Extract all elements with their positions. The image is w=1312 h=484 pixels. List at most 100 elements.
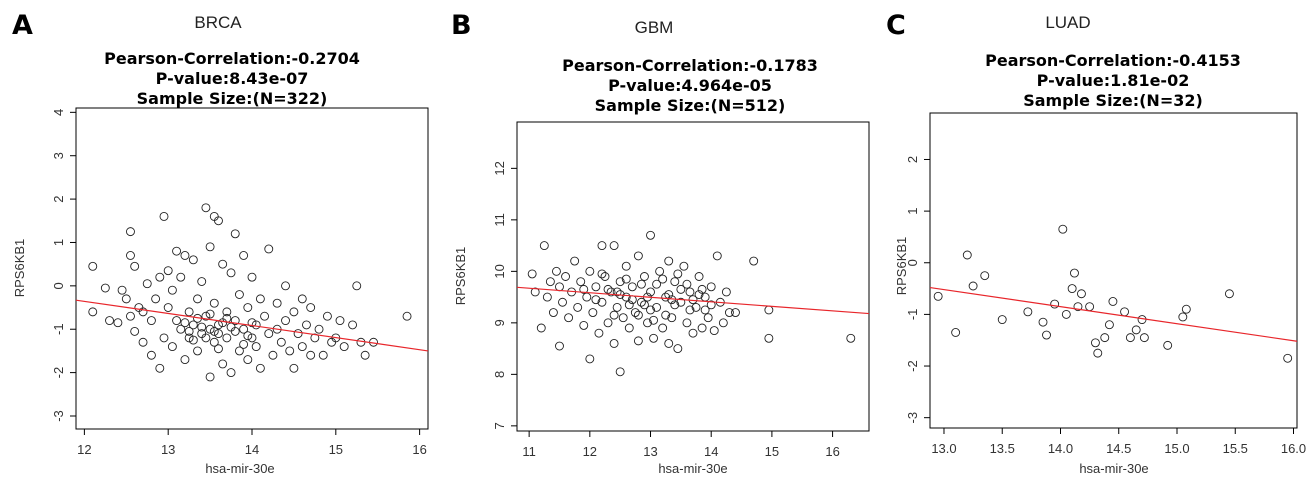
title-line-3: Sample Size:(N=32) [1023,91,1203,110]
panel-letter: B [451,10,472,41]
data-point [247,333,257,343]
data-point [694,272,704,281]
data-points [527,230,856,377]
data-point [142,279,152,289]
y-tick-label: -1 [51,323,66,335]
data-point [618,313,628,323]
data-point [88,261,98,271]
data-point [658,274,668,284]
title-line-1: Pearson-Correlation:-0.1783 [562,56,818,75]
data-point [255,294,265,304]
data-point [209,298,219,308]
y-tick-label: 1 [905,207,920,214]
data-point [352,281,362,291]
data-point [670,277,680,287]
data-point [591,282,601,292]
data-point [570,256,580,266]
data-point [597,269,607,279]
data-point [636,279,646,289]
data-point [679,261,689,271]
scatter-chart-c: C LUAD Pearson-Correlation:-0.4153 P-val… [886,10,1306,476]
axis-ticks: 11 12 13 14 15 16 7 8 9 10 11 12 [492,161,840,459]
data-point [1283,353,1293,363]
data-point [609,241,619,251]
data-point [1042,330,1051,340]
y-tick-label: 1 [51,239,66,246]
data-point [606,287,616,297]
plot-frame [929,112,1298,429]
data-point [980,271,990,281]
data-point [293,329,303,339]
x-tick-label: 12 [77,442,91,457]
data-point [105,316,114,326]
data-point [585,266,595,276]
y-tick-label: 9 [492,319,507,326]
data-point [247,272,257,282]
data-point [126,251,135,260]
data-point [188,320,198,330]
x-tick-label: 13.0 [931,441,956,456]
panel-c-luad: C LUAD Pearson-Correlation:-0.4153 P-val… [874,0,1312,484]
data-point [205,309,215,319]
data-point [188,335,198,345]
data-point [582,292,592,302]
data-point [691,302,701,312]
x-tick-label: 14 [704,444,718,459]
data-point [643,318,652,328]
data-point [193,294,202,304]
data-point [664,339,674,348]
data-point [673,344,683,354]
data-point [706,300,716,310]
data-point [335,316,345,326]
data-point [251,320,261,330]
data-point [297,342,307,352]
y-tick-label: 4 [51,109,66,116]
data-point [551,266,561,276]
data-point [306,350,316,360]
panel-letter: C [886,10,906,41]
data-point [712,251,722,261]
title-line-2: P-value:1.81e-02 [1037,71,1190,90]
data-point [222,307,232,317]
data-point [209,337,219,347]
y-tick-label: 2 [905,156,920,163]
data-point [579,284,589,294]
data-point [306,303,316,312]
data-points [933,224,1293,363]
data-point [222,333,232,343]
data-point [612,287,622,297]
data-point [676,284,686,294]
data-point [661,292,671,302]
y-tick-label: -2 [51,367,66,379]
cancer-label: GBM [635,18,674,37]
regression-line [929,286,1298,342]
data-point [1224,289,1234,299]
data-point [1090,338,1100,348]
data-point [688,328,698,338]
data-point [646,287,655,297]
data-point [327,337,337,347]
data-point [624,300,634,310]
data-point [561,272,571,281]
data-point [646,230,655,240]
data-point [709,326,719,336]
y-axis-label: RPS6KB1 [894,237,909,296]
data-point [339,342,349,352]
y-tick-label: 0 [51,282,66,289]
data-point [289,307,299,317]
y-tick-label: 2 [51,195,66,202]
panel-letter: A [12,10,33,41]
data-point [239,251,249,260]
data-point [159,211,169,221]
x-tick-label: 15.5 [1223,441,1248,456]
data-point [1181,304,1191,314]
data-point [1061,309,1071,319]
data-point [612,302,622,312]
y-tick-label: -3 [905,412,920,424]
data-point [201,333,211,343]
data-point [289,363,299,373]
data-point [180,318,190,328]
x-tick-label: 15 [329,442,343,457]
data-points [88,203,412,382]
data-point [600,272,610,281]
